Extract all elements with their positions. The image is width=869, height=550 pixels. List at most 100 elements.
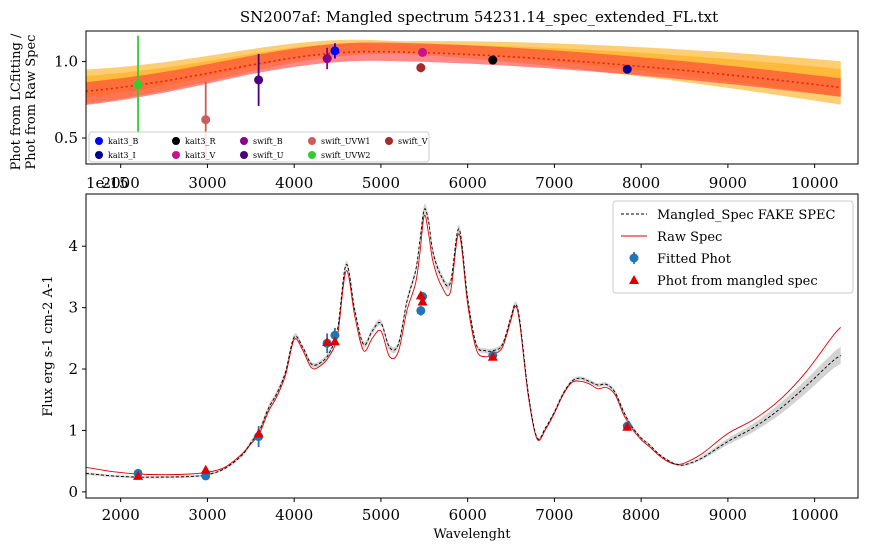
fitted-phot-marker: [416, 306, 426, 316]
top-y-label-line1: Phot from LCfitting /: [9, 33, 24, 170]
top-legend-item-swift_V: swift_V: [385, 137, 428, 146]
legend-label-kait3_I: kait3_I: [108, 151, 136, 160]
point-kait3_B: [330, 43, 340, 59]
spectrum-lines: [85, 208, 842, 478]
top-xtick-label: 7000: [535, 174, 573, 192]
marker-kait3_B: [330, 46, 340, 56]
phot-mangled-marker: [253, 428, 264, 438]
point-swift_V: [416, 63, 426, 73]
ratio-panel: SN2007af: Mangled spectrum 54231.14_spec…: [9, 8, 859, 192]
bottom-xtick-label: 7000: [535, 506, 573, 524]
top-legend-item-kait3_R: kait3_R: [172, 137, 216, 146]
phot-mangled-marker: [622, 421, 633, 431]
bottom-ytick-label: 2: [68, 360, 78, 378]
legend-label: Raw Spec: [657, 230, 722, 245]
bottom-ytick-label: 4: [68, 237, 78, 255]
legend-label-swift_U: swift_U: [253, 151, 284, 160]
legend-label-swift_B: swift_B: [253, 137, 283, 146]
bottom-legend-box: [612, 200, 854, 294]
red-band: [86, 42, 841, 105]
top-xtick-label: 9000: [709, 174, 747, 192]
top-y-ticks: 0.5 1.0: [54, 53, 86, 147]
phot-mangled-marker: [487, 351, 498, 361]
legend-swatch-triangle: [629, 275, 639, 284]
point-kait3_R: [488, 55, 498, 65]
phot-mangled-marker: [417, 296, 428, 306]
bottom-xtick-label: 2000: [102, 506, 140, 524]
top-ytick-label: 0.5: [54, 129, 78, 147]
legend-label: Fitted Phot: [657, 252, 732, 267]
marker-kait3_V: [418, 47, 428, 57]
marker-swift_UVW2: [133, 80, 143, 90]
marker-swift_B: [322, 54, 332, 64]
legend-marker-swift_UVW2: [308, 151, 316, 159]
bottom-xtick-label: 5000: [362, 506, 400, 524]
top-legend: kait3_Bkait3_Ikait3_Rkait3_Vswift_Bswift…: [88, 131, 430, 163]
bottom-x-label: Wavelenght: [433, 527, 511, 542]
bottom-legend-item: Fitted Phot: [629, 252, 732, 267]
bottom-xtick-label: 9000: [709, 506, 747, 524]
marker-swift_U: [254, 75, 264, 85]
legend-label-swift_UVW1: swift_UVW1: [321, 137, 371, 146]
phot-mangled-marker: [322, 337, 333, 347]
legend-marker-kait3_I: [95, 151, 103, 159]
phot-mangled-marker: [415, 290, 426, 300]
bottom-xtick-label: 3000: [188, 506, 226, 524]
top-x-ticks: 2000 3000 4000 5000 6000 7000 8000 9000 10000: [102, 164, 839, 192]
bottom-ytick-label: 1: [68, 421, 78, 439]
legend-label-swift_UVW2: swift_UVW2: [321, 151, 371, 160]
top-legend-item-kait3_V: kait3_V: [172, 151, 215, 160]
legend-label: Phot from mangled spec: [657, 274, 818, 289]
marker-swift_UVW1: [201, 115, 211, 125]
bottom-y-ticks: 0 1 2 3 4: [68, 237, 86, 501]
bottom-xtick-label: 4000: [275, 506, 313, 524]
phot-mangled-marker: [133, 470, 144, 480]
top-xtick-label: 10000: [791, 174, 839, 192]
top-xtick-label: 3000: [188, 174, 226, 192]
legend-marker-swift_UVW1: [308, 137, 316, 145]
ratio-dotted-curve: [85, 50, 841, 92]
spectrum-points: [133, 290, 633, 481]
legend-marker-kait3_B: [95, 137, 103, 145]
marker-swift_V: [416, 63, 426, 73]
ratio-curve: [85, 50, 841, 92]
bottom-ytick-label: 3: [68, 299, 78, 317]
top-legend-item-swift_UVW1: swift_UVW1: [308, 137, 371, 146]
top-plot-frame: [85, 30, 859, 165]
legend-label-kait3_R: kait3_R: [185, 137, 216, 146]
point-swift_B: [322, 47, 332, 70]
top-xtick-label: 5000: [362, 174, 400, 192]
legend-marker-kait3_V: [172, 151, 180, 159]
legend-swatch-point: [629, 253, 639, 263]
bottom-xtick-label: 10000: [791, 506, 839, 524]
bottom-plot-frame: [85, 193, 859, 499]
legend-marker-kait3_R: [172, 137, 180, 145]
top-xtick-label: 8000: [622, 174, 660, 192]
bottom-legend-item: Raw Spec: [621, 230, 722, 245]
marker-kait3_R: [488, 55, 498, 65]
spectrum-panel: 2000 3000 4000 5000 6000 7000 8000 9000 10000 0 1…: [41, 193, 859, 542]
bottom-xtick-label: 8000: [622, 506, 660, 524]
bottom-xtick-label: 6000: [449, 506, 487, 524]
top-xtick-label: 4000: [275, 174, 313, 192]
top-ytick-label: 1.0: [54, 53, 78, 71]
legend-marker-swift_B: [240, 137, 248, 145]
phot-mangled-marker: [329, 336, 340, 346]
raw-spec-line: [85, 214, 842, 476]
bottom-legend-item: Phot from mangled spec: [629, 274, 818, 289]
bottom-y-label: Flux erg s-1 cm-2 A-1: [41, 275, 56, 416]
phot-mangled-marker: [200, 464, 211, 474]
point-kait3_V: [418, 47, 428, 57]
bottom-legend-item: Mangled_Spec FAKE SPEC: [621, 208, 836, 223]
top-legend-item-kait3_I: kait3_I: [95, 151, 136, 160]
point-swift_UVW2: [133, 35, 143, 134]
legend-marker-swift_U: [240, 151, 248, 159]
top-y-label-line2: Phot from Raw Spec: [24, 35, 39, 170]
ratio-points: [133, 35, 632, 158]
bottom-x-ticks: 2000 3000 4000 5000 6000 7000 8000 9000 10000: [102, 498, 839, 524]
legend-label-kait3_V: kait3_V: [185, 151, 215, 160]
bottom-ytick-label: 0: [68, 483, 78, 501]
mangled-spec-line: [85, 208, 841, 478]
legend-label: Mangled_Spec FAKE SPEC: [657, 208, 836, 223]
